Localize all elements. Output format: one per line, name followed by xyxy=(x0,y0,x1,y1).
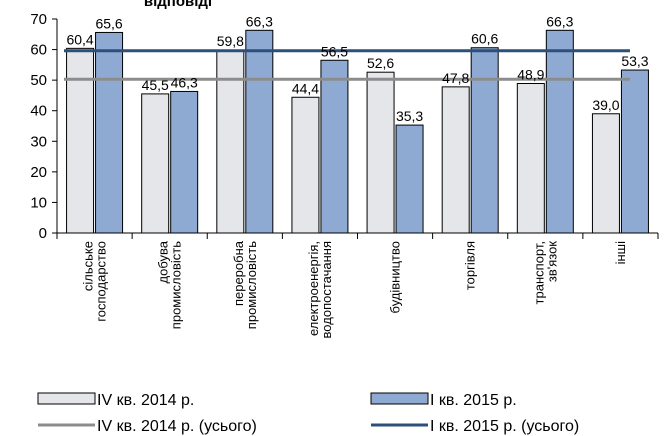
data-label-series1-cat5: 52,6 xyxy=(367,55,394,71)
data-label-series2-cat3: 66,3 xyxy=(246,13,273,29)
data-label-series1-cat6: 47,8 xyxy=(442,70,469,86)
data-label-series2-cat1: 65,6 xyxy=(95,15,122,31)
y-tick-label: 60 xyxy=(30,42,47,59)
bar-series1-cat3 xyxy=(216,49,245,234)
legend-label-3: IV кв. 2014 р. (усього) xyxy=(97,418,257,435)
data-label-series2-cat6: 60,6 xyxy=(471,31,498,47)
y-tick-label: 10 xyxy=(30,194,47,211)
x-tick-label: інші xyxy=(613,241,628,264)
x-tick-label: будівництво xyxy=(388,241,403,313)
legend-label-2: I кв. 2015 р. xyxy=(430,392,517,409)
x-tick-label: сільськегосподарство xyxy=(81,241,109,322)
bar-series1-cat1 xyxy=(66,47,95,234)
x-tick-label: транспорт,зв'язок xyxy=(531,241,559,305)
y-tick-label: 40 xyxy=(30,103,47,120)
data-label-series2-cat8: 53,3 xyxy=(621,53,648,69)
data-label-series2-cat5: 35,3 xyxy=(396,108,423,124)
data-label-series2-cat2: 46,3 xyxy=(171,74,198,90)
data-label-series1-cat4: 44,4 xyxy=(292,80,319,96)
data-label-series1-cat7: 48,9 xyxy=(517,67,544,83)
bar-series2-cat8 xyxy=(620,69,649,234)
data-label-series1-cat2: 45,5 xyxy=(142,77,169,93)
legend: IV кв. 2014 р. I кв. 2015 р. IV кв. 2014 р… xyxy=(37,392,579,435)
bar-series2-cat7 xyxy=(545,29,574,234)
bar-series1-cat5 xyxy=(366,71,395,234)
legend-label-1: IV кв. 2014 р. xyxy=(97,392,194,409)
x-tick-label: переробнапромисловість xyxy=(231,240,259,329)
legend-label-4: I кв. 2015 р. (усього) xyxy=(430,418,579,435)
legend-swatch-1 xyxy=(37,392,96,405)
data-label-series1-cat3: 59,8 xyxy=(217,33,244,49)
bar-series1-cat7 xyxy=(516,83,545,234)
reference-lines-layer xyxy=(64,49,630,81)
bar-series1-cat2 xyxy=(141,93,170,234)
x-tick-label: електроенергія,водопостачання xyxy=(306,241,334,338)
axes-layer: 0 10 20 30 40 50 60 70 сільськегосподарство добув… xyxy=(30,11,659,338)
bar-series1-cat8 xyxy=(591,113,620,234)
data-label-series2-cat4: 56,5 xyxy=(321,43,348,59)
x-tick-label: торгівля xyxy=(463,241,478,290)
bar-series2-cat3 xyxy=(245,29,274,234)
bar-series2-cat1 xyxy=(95,31,124,234)
data-label-series1-cat1: 60,4 xyxy=(66,31,93,47)
y-tick-label: 30 xyxy=(30,133,47,150)
y-tick-label: 20 xyxy=(30,164,47,181)
bars-layer xyxy=(66,29,649,234)
bar-series1-cat4 xyxy=(291,96,320,234)
legend-swatch-2 xyxy=(370,392,429,405)
bar-series2-cat2 xyxy=(170,90,199,234)
chart-title: відповіді xyxy=(144,0,212,10)
bar-series1-cat6 xyxy=(441,86,470,234)
data-label-series2-cat7: 66,3 xyxy=(546,13,573,29)
y-tick-label: 70 xyxy=(30,11,47,28)
data-label-series1-cat8: 39,0 xyxy=(592,97,619,113)
bar-series2-cat5 xyxy=(395,124,424,234)
x-tick-label: добувапромисловість xyxy=(156,240,184,329)
bar-series2-cat6 xyxy=(470,47,499,234)
y-tick-label: 0 xyxy=(39,225,47,242)
y-tick-label: 50 xyxy=(30,72,47,89)
data-labels-layer: 60,465,645,5 46,359,866,344,456,552,635,3… xyxy=(66,13,648,124)
bar-series2-cat4 xyxy=(320,59,349,234)
